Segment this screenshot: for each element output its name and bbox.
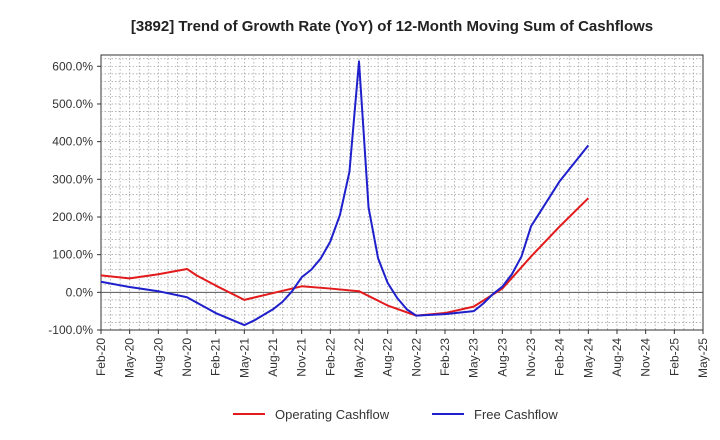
x-tick-label: Aug-24 xyxy=(610,338,624,377)
y-tick-label: 300.0% xyxy=(52,172,93,186)
x-tick-label: Feb-23 xyxy=(438,338,452,376)
x-tick-label: Aug-20 xyxy=(151,338,165,377)
x-tick-label: Feb-20 xyxy=(94,338,108,376)
legend-label-free-cashflow: Free Cashflow xyxy=(474,407,558,422)
x-tick-label: Nov-21 xyxy=(295,338,309,377)
y-axis-ticks: -100.0% 0.0% 100.0% 200.0% 300.0% 400.0% 500.0… xyxy=(48,59,101,337)
y-tick-label: 100.0% xyxy=(52,248,93,262)
x-tick-label: Nov-20 xyxy=(180,338,194,377)
legend-label-operating-cashflow: Operating Cashflow xyxy=(275,407,390,422)
y-tick-label: 600.0% xyxy=(52,59,93,73)
series-lines xyxy=(100,60,590,327)
y-tick-label: 500.0% xyxy=(52,97,93,111)
x-tick-label: May-20 xyxy=(123,338,137,378)
x-tick-label: May-21 xyxy=(237,338,251,378)
x-tick-label: Aug-23 xyxy=(495,338,509,377)
x-tick-label: Nov-23 xyxy=(524,338,538,377)
x-axis-ticks: Feb-20 May-20 Aug-20 Nov-20 Feb-21 May-21 Aug-… xyxy=(94,330,710,378)
x-tick-label: Feb-24 xyxy=(553,338,567,376)
chart-title: [3892] Trend of Growth Rate (YoY) of 12-… xyxy=(131,18,653,35)
x-tick-label: May-22 xyxy=(352,338,366,378)
x-tick-label: May-23 xyxy=(467,338,481,378)
x-tick-label: Nov-24 xyxy=(639,338,653,377)
x-tick-label: May-24 xyxy=(581,338,595,378)
y-tick-label: 0.0% xyxy=(66,285,94,299)
series-line-operating-cashflow xyxy=(100,197,590,317)
series-line-free-cashflow xyxy=(100,60,590,327)
x-tick-label: Feb-22 xyxy=(323,338,337,376)
plot-area xyxy=(100,54,704,331)
x-tick-label: May-25 xyxy=(696,338,710,378)
legend: Operating Cashflow Free Cashflow xyxy=(233,407,558,422)
x-tick-label: Nov-22 xyxy=(409,338,423,377)
x-tick-label: Aug-21 xyxy=(266,338,280,377)
y-tick-label: 200.0% xyxy=(52,210,93,224)
y-tick-label: 400.0% xyxy=(52,135,93,149)
y-tick-label: -100.0% xyxy=(48,323,93,337)
x-tick-label: Aug-22 xyxy=(381,338,395,377)
x-tick-label: Feb-25 xyxy=(667,338,681,376)
x-tick-label: Feb-21 xyxy=(209,338,223,376)
